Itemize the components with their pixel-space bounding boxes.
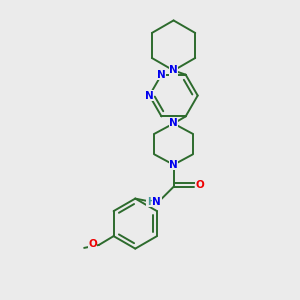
Text: N: N bbox=[169, 65, 178, 76]
Text: N: N bbox=[169, 160, 178, 170]
Text: O: O bbox=[195, 180, 204, 190]
Text: N: N bbox=[169, 118, 178, 128]
Text: H: H bbox=[147, 196, 155, 206]
Text: N: N bbox=[157, 70, 166, 80]
Text: N: N bbox=[145, 91, 154, 100]
Text: N: N bbox=[152, 196, 161, 206]
Text: O: O bbox=[88, 239, 97, 249]
